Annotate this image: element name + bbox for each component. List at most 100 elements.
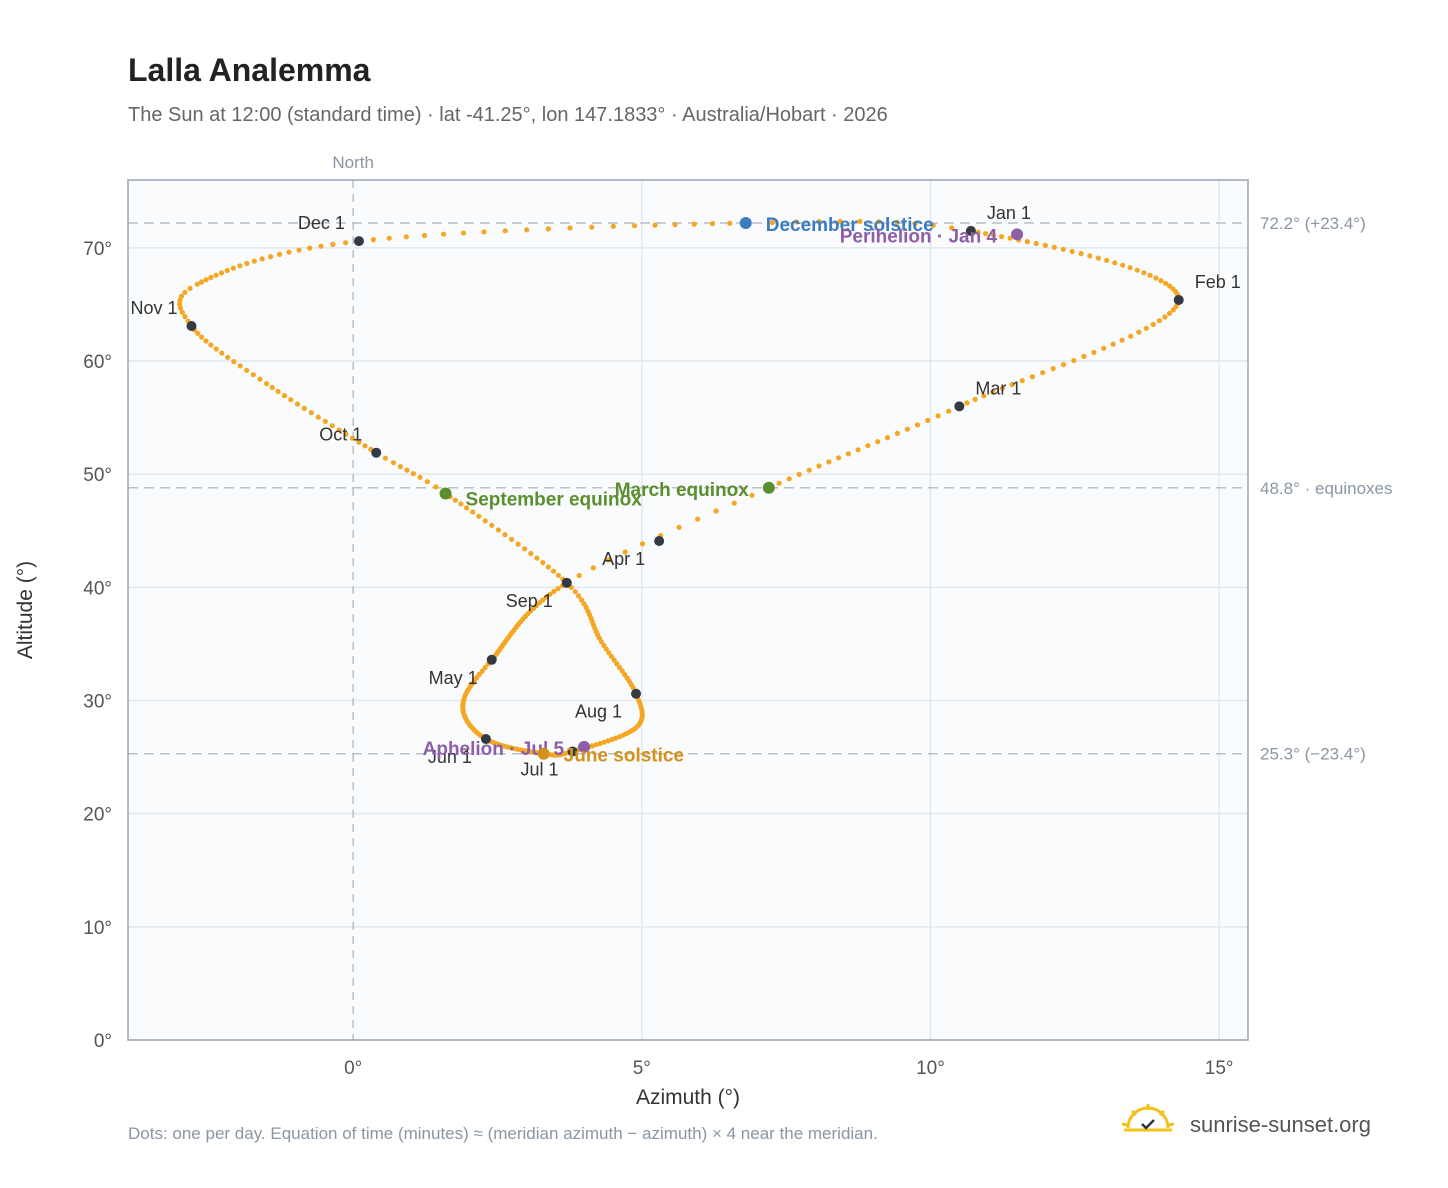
event-marker <box>762 481 775 494</box>
event-label: June solstice <box>564 746 684 767</box>
day-dot <box>589 743 595 749</box>
y-tick-label: 50° <box>83 465 112 486</box>
event-label: September equinox <box>466 489 643 510</box>
day-dot <box>268 254 274 260</box>
day-dot <box>731 500 737 506</box>
day-dot <box>769 219 775 226</box>
day-dot <box>224 267 230 274</box>
x-tick-label: 5° <box>633 1058 651 1079</box>
brand-name: sunrise-sunset.org <box>1190 1112 1371 1137</box>
day-dot <box>1104 257 1110 263</box>
day-dot <box>601 739 607 745</box>
day-dot <box>826 459 832 465</box>
event-marker <box>439 487 452 500</box>
day-dot <box>605 738 611 744</box>
day-dot <box>330 241 336 247</box>
day-dot <box>1162 314 1168 320</box>
day-dot <box>208 274 214 281</box>
day-dot <box>545 226 552 232</box>
month-marker <box>480 734 491 744</box>
month-label: Sep 1 <box>506 591 553 611</box>
event-marker <box>537 747 550 760</box>
y-tick-label: 40° <box>83 578 112 599</box>
day-dot <box>589 224 595 230</box>
day-dot <box>555 586 561 592</box>
day-dot <box>237 263 243 269</box>
day-dot <box>865 443 871 449</box>
day-dot <box>672 222 678 228</box>
day-dot <box>990 232 997 238</box>
day-dot <box>540 560 546 566</box>
day-dot <box>275 388 281 395</box>
y-tick-label: 30° <box>83 692 112 713</box>
y-tick-label: 0° <box>94 1031 112 1052</box>
day-dot <box>1156 318 1162 324</box>
day-dot <box>601 642 607 649</box>
brand[interactable]: sunrise-sunset.org <box>1120 1102 1390 1146</box>
day-dot <box>884 435 891 441</box>
day-dot <box>452 497 458 503</box>
day-dot <box>495 527 501 533</box>
day-dot <box>603 646 609 652</box>
day-dot <box>182 314 188 320</box>
day-dot <box>1150 321 1156 328</box>
day-dot <box>875 439 881 445</box>
month-label: Aug 1 <box>575 702 622 722</box>
day-dot <box>1147 272 1153 278</box>
month-marker <box>371 447 382 458</box>
month-label: Apr 1 <box>602 549 645 569</box>
day-dot <box>213 272 219 278</box>
month-marker <box>486 654 497 665</box>
day-dot <box>1019 378 1025 384</box>
day-dot <box>460 230 467 236</box>
day-dot <box>964 400 970 406</box>
day-dot <box>837 218 843 224</box>
month-marker <box>965 225 976 236</box>
month-marker <box>567 746 578 757</box>
day-dot <box>421 232 428 239</box>
day-dot <box>515 541 521 547</box>
day-dot <box>1143 325 1149 331</box>
day-dot <box>845 451 852 457</box>
day-dot <box>935 413 941 419</box>
day-dot <box>727 220 733 226</box>
day-dot <box>203 277 209 283</box>
day-dot <box>1136 329 1142 335</box>
day-dot <box>551 588 557 595</box>
y-tick-label: 60° <box>83 352 112 373</box>
plot-frame <box>127 179 1249 1041</box>
day-dot <box>794 219 800 225</box>
day-dot <box>593 742 599 748</box>
day-dot <box>1128 333 1134 339</box>
day-dot <box>343 431 349 437</box>
day-dot <box>946 408 952 414</box>
day-dot <box>1069 248 1075 255</box>
day-dot <box>652 222 658 228</box>
reference-line-label: 72.2° (+23.4°) <box>1260 214 1366 233</box>
day-dot <box>912 221 918 227</box>
day-dot <box>691 221 697 227</box>
day-dot <box>370 237 376 243</box>
day-dot <box>904 426 911 432</box>
day-dot <box>1051 244 1057 250</box>
day-dot <box>1110 341 1116 347</box>
day-dot <box>972 396 978 402</box>
day-dot <box>639 541 646 547</box>
day-dot <box>1112 260 1118 266</box>
day-dot <box>251 258 257 264</box>
day-dot <box>213 346 219 352</box>
day-dot <box>545 564 551 570</box>
month-marker <box>654 535 665 546</box>
day-dot <box>509 536 515 543</box>
month-label: Jun 1 <box>428 747 472 767</box>
day-dot <box>178 293 185 299</box>
day-dot <box>1127 265 1133 271</box>
day-dot <box>990 389 996 395</box>
day-dot <box>1081 353 1087 359</box>
day-dot <box>1033 240 1039 247</box>
month-label: Dec 1 <box>298 213 345 233</box>
month-label: Jul 1 <box>521 759 559 779</box>
day-dot <box>230 265 236 271</box>
day-dot <box>390 460 396 466</box>
